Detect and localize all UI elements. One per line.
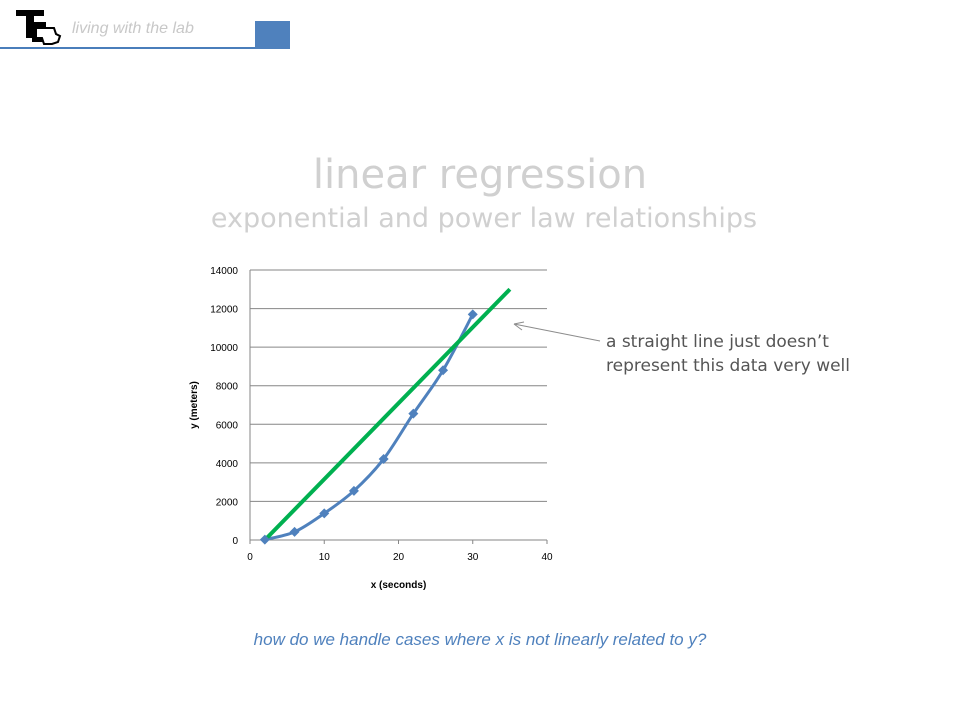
y-axis-title: y (meters)	[189, 381, 200, 429]
y-tick-label: 14000	[210, 266, 238, 277]
y-tick-label: 4000	[216, 459, 239, 470]
x-tick-label: 0	[247, 552, 253, 563]
data-point-marker	[259, 534, 270, 545]
x-tick-label: 40	[541, 552, 553, 563]
data-point-marker	[467, 309, 478, 320]
x-axis-title: x (seconds)	[371, 580, 427, 591]
data-point-marker	[438, 365, 449, 376]
y-tick-label: 6000	[216, 420, 239, 431]
question-text: how do we handle cases where x is not li…	[253, 630, 707, 649]
annotation-arrow-head	[513, 321, 525, 331]
annotation-arrow-line	[513, 323, 601, 342]
y-tick-label: 2000	[216, 497, 239, 508]
y-tick-label: 12000	[210, 305, 238, 316]
x-tick-label: 10	[319, 552, 331, 563]
louisiana-tech-logo	[16, 10, 62, 45]
data-point-marker	[348, 485, 359, 496]
annotation-line-1: a straight line just doesn’t	[606, 332, 829, 352]
header-rule	[0, 47, 290, 49]
y-tick-label: 8000	[216, 382, 239, 393]
data-point-marker	[408, 408, 419, 419]
slide-title: linear regression	[312, 152, 648, 198]
linear-fit-line	[263, 287, 512, 542]
header-accent-box	[255, 21, 290, 49]
y-tick-label: 0	[232, 536, 238, 547]
x-tick-label: 20	[393, 552, 405, 563]
header-text: living with the lab	[72, 20, 194, 37]
annotation-text: a straight line just doesn’t represent t…	[606, 330, 866, 378]
annotation-line-2: represent this data very well	[606, 356, 851, 376]
data-point-marker	[289, 526, 300, 537]
data-point-marker	[319, 508, 330, 519]
y-tick-label: 10000	[210, 343, 238, 354]
slide-subtitle: exponential and power law relationships	[210, 203, 758, 234]
data-point-marker	[378, 454, 389, 464]
x-tick-label: 30	[467, 552, 479, 563]
